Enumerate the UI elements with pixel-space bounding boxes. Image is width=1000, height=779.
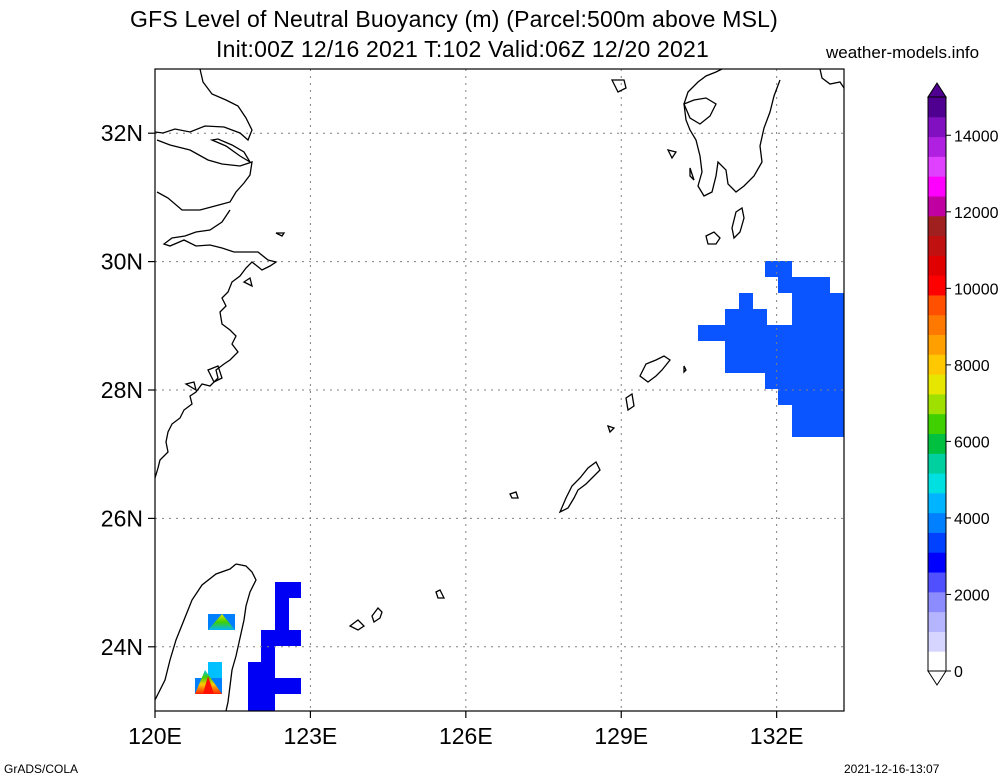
chart-subtitle: Init:00Z 12/16 2021 T:102 Valid:06Z 12/2… <box>216 36 709 62</box>
colorbar-swatch <box>928 492 946 514</box>
colorbar-swatch <box>928 176 946 197</box>
chart-title: GFS Level of Neutral Buoyancy (m) (Parce… <box>130 6 778 32</box>
colorbar-label: 2000 <box>954 587 990 604</box>
colorbar-label: 0 <box>954 664 963 681</box>
colorbar-swatch <box>928 393 946 415</box>
colorbar-min-arrow <box>927 670 947 686</box>
x-tick-label: 126E <box>439 723 493 749</box>
site-label: weather-models.info <box>826 43 980 62</box>
colorbar-label: 14000 <box>954 128 999 145</box>
colorbar-swatch <box>928 314 946 336</box>
colorbar-max-arrow <box>927 82 947 98</box>
colorbar-swatch <box>928 334 946 355</box>
x-tick-label: 123E <box>284 723 338 749</box>
colorbar-swatch <box>928 294 946 316</box>
colorbar-label: 6000 <box>954 434 990 451</box>
y-tick-label: 30N <box>101 249 143 275</box>
colorbar-swatch <box>928 473 946 494</box>
colorbar-swatch <box>928 255 946 276</box>
y-tick-label: 28N <box>101 377 143 403</box>
coastlines <box>155 69 844 711</box>
colorbar-swatch <box>928 552 946 573</box>
colorbar-swatch <box>928 532 946 553</box>
colorbar-swatch <box>928 591 946 613</box>
y-tick-label: 32N <box>101 120 143 146</box>
colorbar-swatch <box>928 235 946 256</box>
colorbar: 0 2000 4000 6000 8000 10000 12000 14000 <box>927 82 999 686</box>
colorbar-swatch <box>928 651 946 672</box>
colorbar-swatch <box>928 413 946 434</box>
y-tick-label: 26N <box>101 505 143 531</box>
colorbar-swatch <box>928 572 946 593</box>
colorbar-swatch <box>928 611 946 632</box>
colorbar-label: 8000 <box>954 358 990 375</box>
colorbar-swatch <box>928 195 946 217</box>
colorbar-swatch <box>928 97 946 118</box>
colorbar-swatch <box>928 156 946 177</box>
grid-lines <box>155 69 844 711</box>
colorbar-label: 12000 <box>954 205 999 222</box>
colorbar-swatch <box>928 215 946 237</box>
x-tick-label: 132E <box>750 723 804 749</box>
colorbar-swatch <box>928 136 946 157</box>
lnb-field <box>195 261 844 711</box>
colorbar-frame <box>927 96 947 672</box>
colorbar-swatch <box>928 354 946 375</box>
timestamp-label: 2021-12-16-13:07 <box>844 762 940 776</box>
colorbar-label: 10000 <box>954 281 999 298</box>
x-tick-label: 129E <box>594 723 648 749</box>
credit-label: GrADS/COLA <box>4 762 79 776</box>
colorbar-swatch <box>928 275 946 296</box>
x-tick-label: 120E <box>128 723 182 749</box>
colorbar-label: 4000 <box>954 511 990 528</box>
colorbar-swatch <box>928 433 946 454</box>
y-tick-label: 24N <box>101 634 143 660</box>
colorbar-swatch <box>928 116 946 138</box>
colorbar-swatch <box>928 453 946 474</box>
colorbar-swatch <box>928 512 946 533</box>
colorbar-swatch <box>928 631 946 652</box>
axes: 120E 123E 126E 129E 132E 24N 26N 28N 30N 32N <box>101 120 804 749</box>
colorbar-swatch <box>928 374 946 395</box>
